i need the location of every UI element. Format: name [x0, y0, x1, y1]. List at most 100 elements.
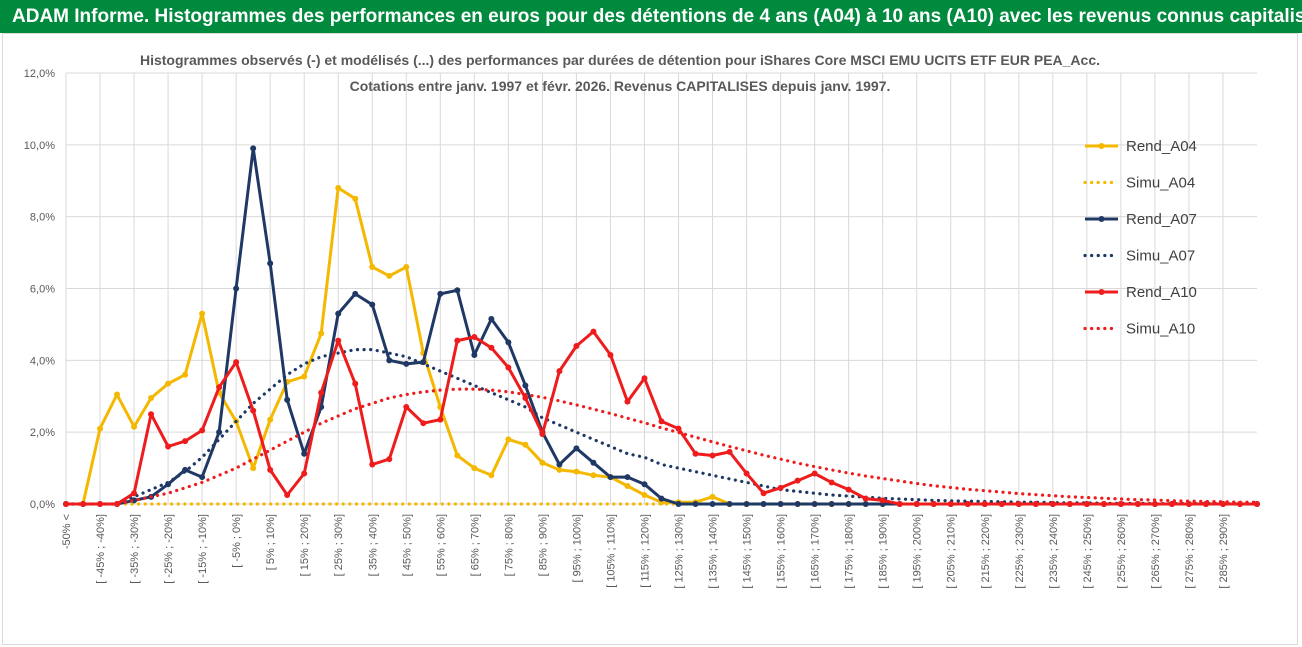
data-point-rend_a07 — [675, 501, 682, 507]
data-point-rend_a07 — [726, 501, 733, 507]
x-tick-label: [ 85% ; 90%] — [537, 514, 549, 576]
data-point-rend_a04 — [352, 195, 359, 202]
x-tick-label: [ 95% ; 100%] — [571, 514, 583, 583]
x-tick-label: [ -15% ; -10%] — [197, 514, 209, 584]
y-tick-label: 2,0% — [30, 427, 55, 439]
legend-label-simu_a07: Simu_A07 — [1126, 248, 1195, 265]
y-tick-label: 8,0% — [30, 212, 55, 224]
chart-title-line-1: Histogrammes observés (-) et modélisés (… — [140, 52, 1100, 68]
data-point-rend_a10 — [335, 337, 342, 344]
x-tick-label: [ 185% ; 190%] — [878, 514, 890, 589]
data-point-rend_a07 — [624, 474, 631, 481]
data-point-rend_a07 — [692, 501, 699, 507]
data-point-rend_a04 — [386, 272, 393, 279]
x-tick-label: [ 105% ; 110%] — [605, 514, 617, 588]
data-point-rend_a10 — [998, 501, 1005, 507]
chart-frame — [2, 33, 1298, 645]
data-point-rend_a10 — [556, 368, 563, 375]
data-point-rend_a10 — [930, 501, 937, 507]
data-point-rend_a10 — [913, 501, 920, 507]
data-point-rend_a10 — [386, 456, 393, 463]
data-point-rend_a10 — [131, 490, 138, 497]
data-point-rend_a10 — [369, 461, 376, 468]
x-tick-label: [ 65% ; 70%] — [469, 514, 481, 576]
data-point-rend_a10 — [403, 404, 410, 411]
data-point-rend_a04 — [97, 425, 104, 432]
data-point-rend_a10 — [845, 486, 852, 493]
data-point-rend_a07 — [641, 481, 648, 488]
data-point-rend_a10 — [590, 328, 597, 335]
data-point-rend_a04 — [199, 310, 206, 317]
data-point-rend_a07 — [386, 357, 393, 364]
data-point-rend_a04 — [488, 472, 495, 479]
data-point-rend_a07 — [352, 290, 359, 297]
x-tick-label: [ 275% ; 280%] — [1184, 514, 1196, 589]
data-point-rend_a10 — [1117, 501, 1124, 507]
data-point-rend_a04 — [471, 465, 478, 472]
data-point-rend_a07 — [437, 290, 444, 297]
data-point-rend_a07 — [794, 501, 801, 507]
legend-marker-rend_a07 — [1098, 216, 1105, 222]
data-point-rend_a10 — [794, 477, 801, 484]
data-point-rend_a04 — [709, 493, 716, 500]
data-point-rend_a07 — [233, 285, 240, 292]
data-point-rend_a04 — [573, 468, 580, 475]
x-tick-label: [ -5% ; 0%] — [231, 514, 243, 568]
data-point-rend_a10 — [1083, 501, 1090, 507]
data-point-rend_a10 — [964, 501, 971, 507]
legend-marker-rend_a04 — [1098, 143, 1105, 149]
data-point-rend_a04 — [590, 472, 597, 479]
x-tick-label: [ 125% ; 130%] — [674, 514, 686, 589]
data-point-rend_a07 — [828, 501, 835, 507]
data-point-rend_a04 — [267, 416, 274, 423]
data-point-rend_a04 — [539, 459, 546, 466]
series-lines — [63, 145, 1260, 507]
data-point-rend_a07 — [216, 429, 223, 436]
data-point-rend_a10 — [454, 337, 461, 344]
data-point-rend_a04 — [148, 395, 155, 402]
x-tick-label: [ 285% ; 290%] — [1218, 514, 1230, 589]
x-tick-label: [ 195% ; 200%] — [912, 514, 924, 589]
data-point-rend_a10 — [726, 448, 733, 455]
series-line-simu_a07 — [64, 348, 1259, 506]
x-tick-label: [ 135% ; 140%] — [708, 514, 720, 589]
data-point-rend_a04 — [369, 263, 376, 270]
data-point-rend_a04 — [318, 330, 325, 337]
data-point-rend_a10 — [216, 384, 223, 391]
data-point-rend_a07 — [573, 445, 580, 452]
data-point-rend_a10 — [1168, 501, 1175, 507]
data-point-rend_a07 — [845, 501, 852, 507]
legend-label-rend_a10: Rend_A10 — [1126, 284, 1197, 301]
data-point-rend_a07 — [335, 310, 342, 317]
data-point-rend_a04 — [556, 466, 563, 473]
data-point-rend_a07 — [369, 301, 376, 308]
y-tick-label: 12,0% — [24, 68, 55, 80]
data-point-rend_a10 — [879, 497, 886, 504]
legend-marker-rend_a10 — [1098, 289, 1105, 295]
data-point-rend_a10 — [777, 484, 784, 491]
data-point-rend_a10 — [267, 466, 274, 473]
x-tick-label: [ 45% ; 50%] — [401, 514, 413, 576]
data-point-rend_a10 — [1100, 501, 1107, 507]
data-point-rend_a07 — [267, 260, 274, 267]
data-point-rend_a07 — [471, 351, 478, 358]
data-point-rend_a04 — [131, 423, 138, 430]
x-tick-label: [ 145% ; 150%] — [742, 514, 754, 589]
x-tick-label: -50% < — [61, 514, 73, 549]
chart-header-title: ADAM Informe. Histogrammes des performan… — [0, 0, 1302, 33]
data-point-rend_a07 — [811, 501, 818, 507]
data-point-rend_a10 — [522, 395, 529, 402]
x-tick-label: [ 265% ; 270%] — [1150, 514, 1162, 589]
data-point-rend_a10 — [165, 443, 172, 450]
data-point-rend_a10 — [675, 425, 682, 432]
x-tick-label: [ 155% ; 160%] — [776, 514, 788, 589]
gridlines — [65, 72, 1257, 505]
data-point-rend_a07 — [607, 474, 614, 481]
data-point-rend_a10 — [488, 344, 495, 351]
data-point-rend_a04 — [182, 371, 189, 378]
data-point-rend_a10 — [1151, 501, 1158, 507]
series-line-rend_a10 — [66, 330, 1257, 506]
data-point-rend_a07 — [760, 501, 767, 507]
data-point-rend_a10 — [607, 351, 614, 358]
data-point-rend_a04 — [403, 263, 410, 270]
